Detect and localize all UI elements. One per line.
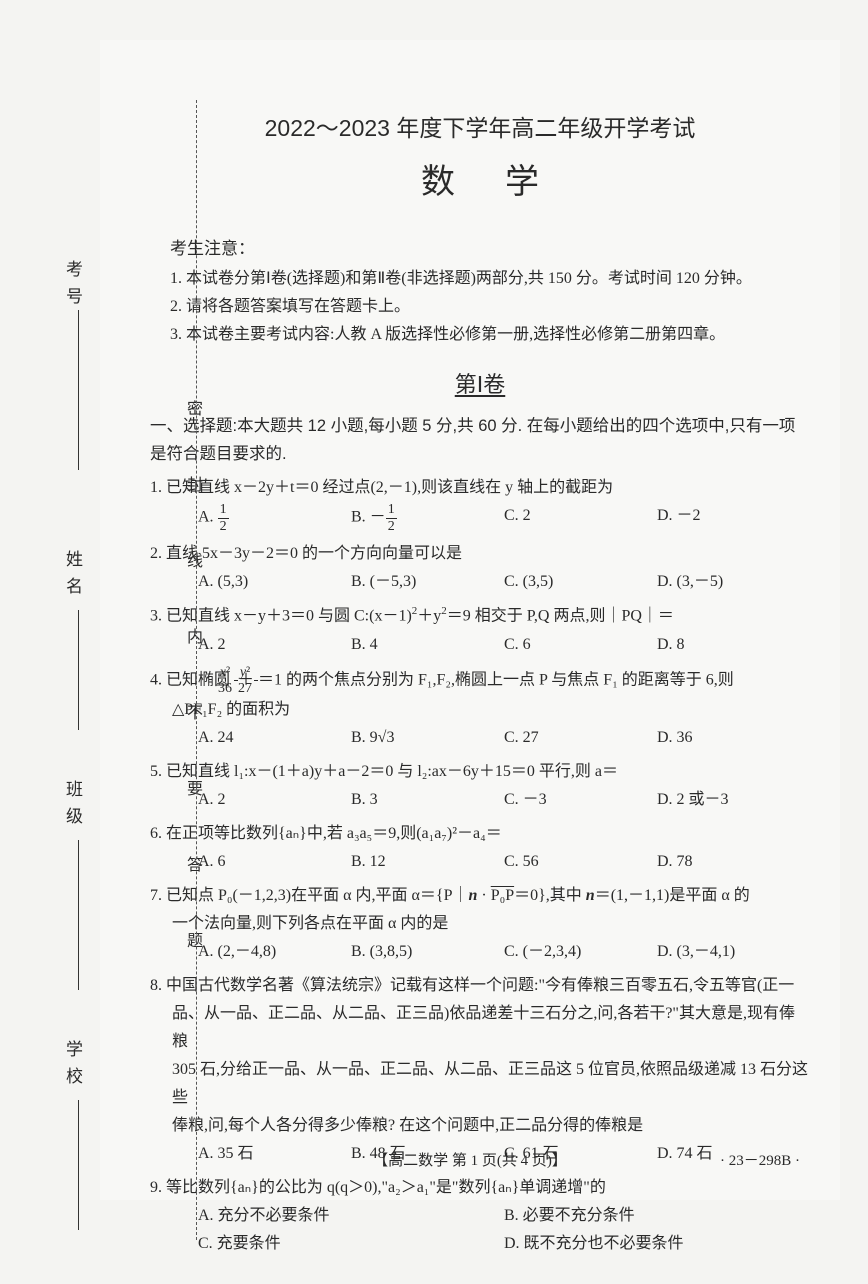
q2-stem: 2. 直线 5x－3y－2＝0 的一个方向向量可以是: [172, 540, 810, 568]
q1-opt-b: B. －12: [351, 502, 504, 534]
q3-stem: 3. 已知直线 x－y＋3＝0 与圆 C:(x－1)2＋y2＝9 相交于 P,Q…: [172, 602, 810, 630]
seal-dash-line: [196, 100, 197, 1240]
q3-opt-a: A. 2: [198, 631, 351, 659]
fill-line: [78, 1100, 79, 1230]
q4-stem-l2: △PF₁F₂ 的面积为: [150, 696, 810, 724]
q1-opt-a: A. 12: [198, 502, 351, 534]
q5-opt-a: A. 2: [198, 786, 351, 814]
q4-opt-c: C. 27: [504, 724, 657, 752]
q5-opt-d: D. 2 或－3: [657, 786, 810, 814]
q2-opt-b: B. (－5,3): [351, 568, 504, 596]
question-7: 7. 已知点 P₀(－1,2,3)在平面 α 内,平面 α＝{P｜n · P₀P…: [150, 882, 810, 966]
q2-opt-d: D. (3,－5): [657, 568, 810, 596]
q9-opt-b: B. 必要不充分条件: [504, 1202, 810, 1230]
seal-line-text: 密 封 线 内 不 要 答 题: [180, 400, 204, 976]
q9-opt-a: A. 充分不必要条件: [198, 1202, 504, 1230]
binding-margin: 考号 姓名 班级 学校: [20, 60, 90, 1160]
exam-title-line2: 数学: [150, 155, 810, 209]
q1-stem: 1. 已知直线 x－2y＋t＝0 经过点(2,－1),则该直线在 y 轴上的截距…: [172, 474, 810, 502]
notice-2: 2. 请将各题答案填写在答题卡上。: [150, 294, 810, 320]
q7-opt-a: A. (2,－4,8): [198, 938, 351, 966]
content-area: 2022～2023 年度下学年高二年级开学考试 数学 考生注意： 1. 本试卷分…: [100, 40, 840, 1284]
q7-opt-b: B. (3,8,5): [351, 938, 504, 966]
q7-opt-c: C. (－2,3,4): [504, 938, 657, 966]
q5-options: A. 2 B. 3 C. －3 D. 2 或－3: [150, 786, 810, 814]
notice-head: 考生注意：: [150, 235, 810, 262]
q3-opt-c: C. 6: [504, 631, 657, 659]
q7-stem-1: 7. 已知点 P₀(－1,2,3)在平面 α 内,平面 α＝{P｜n · P₀P…: [172, 882, 810, 910]
q4-stem: 4. 已知椭圆 x²36＋y²27＝1 的两个焦点分别为 F₁,F₂,椭圆上一点…: [172, 665, 810, 697]
q6-opt-b: B. 12: [351, 848, 504, 876]
fill-line: [78, 610, 79, 730]
q6-opt-a: A. 6: [198, 848, 351, 876]
question-9: 9. 等比数列{aₙ}的公比为 q(q＞0),"a₂＞a₁"是"数列{aₙ}单调…: [150, 1174, 810, 1258]
q8-stem-1: 8. 中国古代数学名著《算法统宗》记载有这样一个问题:"今有俸粮三百零五石,令五…: [172, 972, 810, 1000]
question-1: 1. 已知直线 x－2y＋t＝0 经过点(2,－1),则该直线在 y 轴上的截距…: [150, 474, 810, 534]
q6-stem: 6. 在正项等比数列{aₙ}中,若 a₃a₅＝9,则(a₁a₇)²－a₄＝: [172, 820, 810, 848]
label-banji: 班级: [60, 780, 85, 834]
q5-opt-b: B. 3: [351, 786, 504, 814]
q4-opt-a: A. 24: [198, 724, 351, 752]
question-4: 4. 已知椭圆 x²36＋y²27＝1 的两个焦点分别为 F₁,F₂,椭圆上一点…: [150, 665, 810, 753]
question-5: 5. 已知直线 l₁:x－(1＋a)y＋a－2＝0 与 l₂:ax－6y＋15＝…: [150, 758, 810, 814]
notice-3: 3. 本试卷主要考试内容:人教 A 版选择性必修第一册,选择性必修第二册第四章。: [150, 322, 810, 348]
section-1-head: 第Ⅰ卷: [150, 367, 810, 402]
label-xuexiao: 学校: [60, 1040, 85, 1094]
question-2: 2. 直线 5x－3y－2＝0 的一个方向向量可以是 A. (5,3) B. (…: [150, 540, 810, 596]
q7-stem-2: 一个法向量,则下列各点在平面 α 内的是: [150, 910, 810, 938]
q3-opt-d: D. 8: [657, 631, 810, 659]
q5-stem: 5. 已知直线 l₁:x－(1＋a)y＋a－2＝0 与 l₂:ax－6y＋15＝…: [172, 758, 810, 786]
question-6: 6. 在正项等比数列{aₙ}中,若 a₃a₅＝9,则(a₁a₇)²－a₄＝ A.…: [150, 820, 810, 876]
q9-opt-c: C. 充要条件: [198, 1230, 504, 1258]
section-instructions: 一、选择题:本大题共 12 小题,每小题 5 分,共 60 分. 在每小题给出的…: [150, 412, 810, 468]
q6-options: A. 6 B. 12 C. 56 D. 78: [150, 848, 810, 876]
exam-page: 密 封 线 内 不 要 答 题 2022～2023 年度下学年高二年级开学考试 …: [100, 40, 840, 1200]
q4-opt-d: D. 36: [657, 724, 810, 752]
fill-line: [78, 310, 79, 470]
q9-stem: 9. 等比数列{aₙ}的公比为 q(q＞0),"a₂＞a₁"是"数列{aₙ}单调…: [172, 1174, 810, 1202]
q4-opt-b: B. 9√3: [351, 724, 504, 752]
exam-title-line1: 2022～2023 年度下学年高二年级开学考试: [150, 110, 810, 147]
q3-options: A. 2 B. 4 C. 6 D. 8: [150, 631, 810, 659]
q8-stem-2: 品、从一品、正二品、从二品、正三品)依品递差十三石分之,问,各若干?"其大意是,…: [150, 1000, 810, 1056]
q6-opt-d: D. 78: [657, 848, 810, 876]
q6-opt-c: C. 56: [504, 848, 657, 876]
q5-opt-c: C. －3: [504, 786, 657, 814]
label-xingming: 姓名: [60, 550, 85, 604]
q7-opt-d: D. (3,－4,1): [657, 938, 810, 966]
paper-code: · 23－298B ·: [720, 1149, 800, 1170]
q1-opt-d: D. －2: [657, 502, 810, 534]
q1-options: A. 12 B. －12 C. 2 D. －2: [150, 502, 810, 534]
label-kaohao: 考号: [60, 260, 85, 314]
q4-options: A. 24 B. 9√3 C. 27 D. 36: [150, 724, 810, 752]
question-8: 8. 中国古代数学名著《算法统宗》记载有这样一个问题:"今有俸粮三百零五石,令五…: [150, 972, 810, 1168]
q1-opt-c: C. 2: [504, 502, 657, 534]
q7-options: A. (2,－4,8) B. (3,8,5) C. (－2,3,4) D. (3…: [150, 938, 810, 966]
q8-stem-4: 俸粮,问,每个人各分得多少俸粮? 在这个问题中,正二品分得的俸粮是: [150, 1112, 810, 1140]
q9-options: A. 充分不必要条件 B. 必要不充分条件 C. 充要条件 D. 既不充分也不必…: [150, 1202, 810, 1258]
q2-opt-a: A. (5,3): [198, 568, 351, 596]
q3-opt-b: B. 4: [351, 631, 504, 659]
notice-1: 1. 本试卷分第Ⅰ卷(选择题)和第Ⅱ卷(非选择题)两部分,共 150 分。考试时…: [150, 266, 810, 292]
q8-stem-3: 305 石,分给正一品、从一品、正二品、从二品、正三品这 5 位官员,依照品级递…: [150, 1056, 810, 1112]
q2-options: A. (5,3) B. (－5,3) C. (3,5) D. (3,－5): [150, 568, 810, 596]
q2-opt-c: C. (3,5): [504, 568, 657, 596]
fill-line: [78, 840, 79, 990]
question-3: 3. 已知直线 x－y＋3＝0 与圆 C:(x－1)2＋y2＝9 相交于 P,Q…: [150, 602, 810, 658]
q9-opt-d: D. 既不充分也不必要条件: [504, 1230, 810, 1258]
